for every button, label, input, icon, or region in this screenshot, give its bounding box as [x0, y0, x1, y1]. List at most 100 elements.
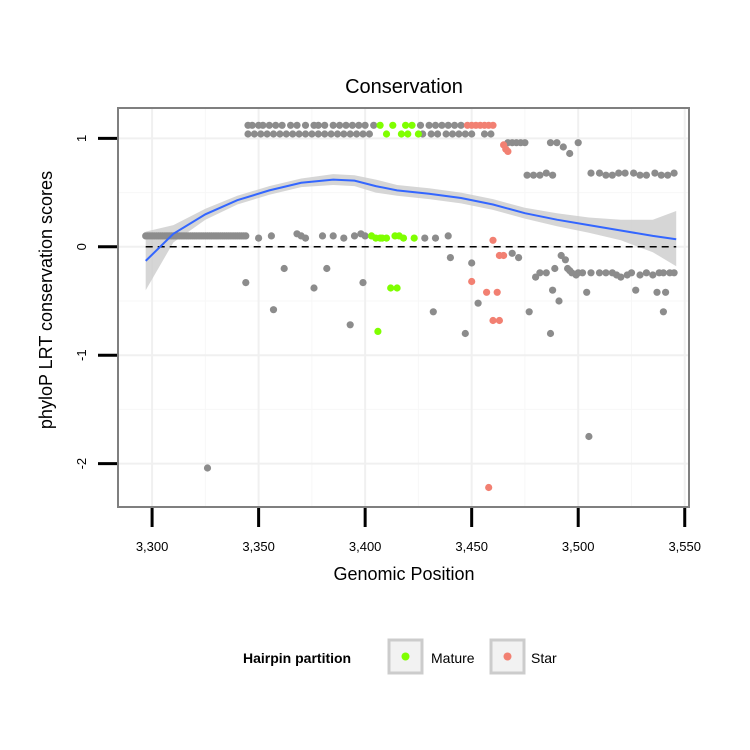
point-other [203, 464, 212, 472]
point-other [642, 269, 651, 277]
point-other [257, 130, 265, 138]
point-mature [402, 121, 410, 129]
x-axis-label: Genomic Position [333, 564, 474, 584]
point-other [353, 130, 361, 138]
point-other [269, 306, 278, 314]
point-other [276, 130, 284, 138]
point-other [361, 232, 369, 240]
point-other [438, 121, 446, 129]
point-other [259, 121, 267, 129]
point-other [627, 269, 636, 277]
point-other [549, 286, 557, 294]
x-tick-label: 3,400 [349, 539, 382, 554]
point-other [446, 254, 454, 262]
point-other [595, 169, 604, 177]
point-other [282, 130, 290, 138]
point-other [370, 121, 378, 129]
legend-label-mature: Mature [431, 650, 475, 666]
chart-title: Conservation [345, 76, 463, 98]
y-tick-label: 1 [74, 135, 89, 142]
point-other [346, 321, 354, 329]
point-other [448, 130, 457, 138]
point-other [653, 288, 661, 296]
point-mature [382, 234, 391, 242]
plot-panel [118, 108, 689, 507]
point-other [642, 171, 651, 179]
point-other [585, 432, 593, 441]
point-other [250, 130, 258, 138]
point-other [587, 169, 595, 177]
point-other [431, 234, 440, 242]
point-other [444, 232, 452, 240]
y-tick-label: -2 [74, 458, 89, 470]
point-other [636, 171, 644, 179]
point-other [515, 254, 523, 262]
point-other [457, 121, 465, 129]
point-other [561, 256, 570, 264]
point-mature [393, 284, 401, 292]
point-other [670, 169, 678, 177]
point-other [468, 130, 476, 138]
point-star [489, 121, 497, 129]
point-other [333, 130, 342, 138]
legend-label-star: Star [531, 650, 557, 666]
legend-dot-mature [401, 652, 410, 661]
x-axis: 3,300 3,350 3,400 3,450 3,500 3,550 [136, 508, 701, 554]
point-other [350, 232, 359, 240]
x-tick-label: 3,550 [668, 539, 701, 554]
point-mature [387, 284, 395, 292]
point-other [280, 264, 288, 273]
point-other [651, 169, 659, 177]
point-other [529, 171, 538, 179]
point-star [495, 316, 503, 325]
point-other [574, 139, 582, 147]
smooth-curve [145, 178, 677, 262]
point-mature [382, 130, 391, 138]
point-other [434, 130, 442, 138]
point-other [659, 269, 668, 277]
point-other [314, 121, 322, 129]
point-other [421, 234, 429, 242]
point-other [265, 121, 273, 129]
point-other [442, 130, 450, 138]
point-other [321, 130, 329, 138]
point-other [587, 269, 595, 277]
point-other [583, 288, 591, 296]
point-other [536, 171, 544, 179]
point-other [431, 121, 440, 129]
point-other [267, 232, 275, 240]
point-other [340, 130, 348, 138]
point-other [346, 130, 354, 138]
point-other [659, 308, 668, 316]
point-mature [374, 327, 382, 335]
point-other [295, 130, 303, 138]
legend-dot-star [503, 652, 512, 661]
point-other [546, 139, 555, 147]
point-other [444, 121, 452, 129]
point-other [474, 299, 482, 307]
point-other [615, 169, 623, 177]
point-other [468, 259, 476, 267]
point-other [559, 143, 567, 151]
point-star [468, 277, 476, 286]
point-other [365, 130, 373, 138]
x-tick-label: 3,450 [455, 539, 488, 554]
smooth-line [145, 178, 677, 262]
point-star [504, 147, 512, 155]
point-other [636, 271, 644, 279]
point-other [329, 232, 337, 240]
point-other [649, 271, 657, 279]
legend-title: Hairpin partition [243, 650, 351, 666]
point-other [461, 329, 469, 338]
point-other [566, 149, 574, 158]
point-other [308, 130, 316, 138]
point-other [301, 234, 310, 242]
point-mature [410, 234, 418, 242]
point-mature [408, 121, 416, 129]
point-other [662, 288, 670, 296]
point-other [555, 297, 563, 305]
point-other [359, 279, 367, 287]
point-other [242, 279, 250, 287]
point-other [551, 264, 559, 273]
